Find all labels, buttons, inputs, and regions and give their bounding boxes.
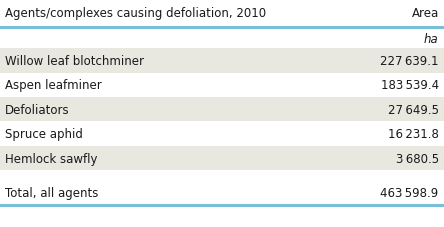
Text: ha: ha [424, 33, 439, 46]
Text: Area: Area [412, 7, 439, 20]
Text: Total, all agents: Total, all agents [5, 186, 99, 199]
Text: Willow leaf blotchminer: Willow leaf blotchminer [5, 55, 144, 68]
Text: Agents/complexes causing defoliation, 2010: Agents/complexes causing defoliation, 20… [5, 7, 266, 20]
Text: 463 598.9: 463 598.9 [381, 186, 439, 199]
Bar [0, 146, 444, 170]
Text: 227 639.1: 227 639.1 [380, 55, 439, 68]
Text: 3 680.5: 3 680.5 [396, 152, 439, 165]
Text: 183 539.4: 183 539.4 [381, 79, 439, 92]
Bar [0, 49, 444, 73]
Text: Spruce aphid: Spruce aphid [5, 128, 83, 141]
Text: Defoliators: Defoliators [5, 103, 70, 116]
Text: Aspen leafminer: Aspen leafminer [5, 79, 102, 92]
Text: 16 231.8: 16 231.8 [388, 128, 439, 141]
Text: 27 649.5: 27 649.5 [388, 103, 439, 116]
Bar [0, 98, 444, 122]
Text: Hemlock sawfly: Hemlock sawfly [5, 152, 98, 165]
